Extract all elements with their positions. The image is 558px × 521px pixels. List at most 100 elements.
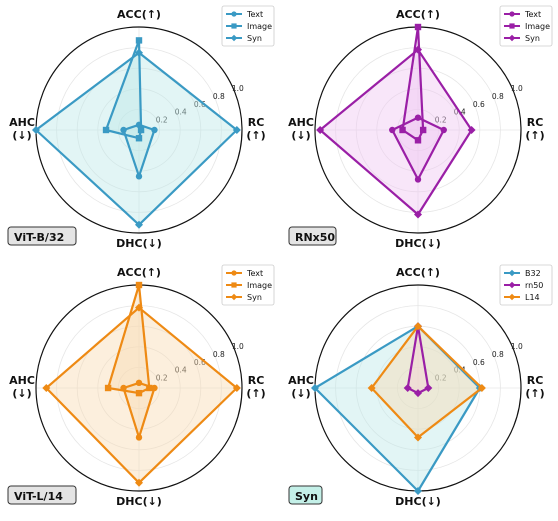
radial-tick-label: 0.6: [473, 358, 485, 367]
radial-tick-label: 1.0: [232, 342, 244, 351]
data-point-text: [135, 173, 143, 180]
radial-tick-label: 0.8: [213, 350, 225, 359]
axis-label-rc-direction: (↑): [525, 129, 544, 142]
series-area-image: [106, 40, 142, 139]
data-point-image: [135, 135, 143, 142]
data-point-text: [440, 126, 447, 134]
data-point-image: [135, 281, 143, 289]
legend-label-image: Image: [525, 22, 550, 31]
legend-marker-text: [509, 11, 515, 17]
data-point-image: [137, 126, 145, 134]
panel-badge: [7, 485, 77, 505]
panel-badge: [288, 485, 323, 505]
series-area-b32: [315, 326, 480, 491]
data-point-text: [414, 176, 422, 183]
axis-label-ahc: AHC: [288, 116, 314, 129]
axis-label-acc: ACC(↑): [117, 8, 161, 21]
data-point-image: [414, 137, 422, 144]
series-area-image: [108, 285, 150, 394]
data-point-image: [414, 23, 422, 31]
legend-label-text: Text: [246, 10, 263, 19]
legend-marker-text: [231, 270, 237, 276]
legend-marker-l14: [508, 293, 516, 301]
legend-label-text: Text: [524, 10, 541, 19]
radial-tick-label: 0.4: [175, 366, 187, 375]
data-point-image: [135, 37, 143, 44]
legend-marker-syn: [230, 293, 238, 301]
legend: Text Image Syn: [221, 5, 275, 47]
legend-label-syn: Syn: [247, 293, 262, 302]
data-point-image: [135, 389, 143, 397]
axis-label-acc: ACC(↑): [396, 266, 440, 279]
data-point-syn: [316, 126, 325, 134]
axis-label-rc: RC: [527, 116, 544, 129]
legend-label-rn50: rn50: [525, 281, 543, 290]
panel-badge: [288, 226, 337, 246]
legend-label-syn: Syn: [247, 34, 262, 43]
legend: Text Image Syn: [499, 5, 553, 47]
legend: B32 rn50 L14: [499, 264, 553, 306]
data-point-text: [135, 379, 143, 387]
legend-label-image: Image: [247, 22, 272, 31]
legend-marker-syn: [230, 34, 238, 42]
radial-tick-label: 1.0: [511, 342, 523, 351]
data-point-image: [102, 126, 110, 134]
axis-label-rc-direction: (↑): [246, 129, 265, 142]
axis-label-acc: ACC(↑): [396, 8, 440, 21]
legend-marker-text: [231, 11, 237, 17]
axis-label-ahc-direction: (↓): [12, 129, 31, 142]
radar-panel-3: 0.2 0.4 0.6 0.8 1.0 ACC(↑) RC(↑) DHC(↓) AHC(↓) Te…: [7, 264, 275, 508]
data-point-syn: [232, 126, 241, 134]
data-point-text: [389, 126, 396, 134]
axis-label-dhc: DHC(↓): [116, 495, 162, 508]
legend-marker-image: [231, 282, 237, 288]
data-point-syn: [135, 478, 143, 487]
data-point-l14: [414, 433, 422, 442]
legend-label-l14: L14: [525, 293, 540, 302]
data-point-rn50: [403, 384, 412, 392]
radial-tick-label: 0.4: [175, 108, 187, 117]
radial-tick-label: 0.2: [435, 116, 447, 125]
data-point-syn: [135, 220, 143, 229]
data-point-rn50: [414, 389, 422, 398]
data-point-image: [104, 384, 112, 392]
panel-badge-label: RNx50: [295, 231, 335, 244]
axis-label-dhc: DHC(↓): [395, 237, 441, 250]
radial-tick-label: 0.8: [492, 350, 504, 359]
radar-panel-2: 0.20.40.60.81.0ACC(↑)RC(↑)DHC(↓)AHC(↓)Te…: [288, 5, 553, 250]
legend-label-image: Image: [247, 281, 272, 290]
radial-tick-label: 1.0: [511, 84, 523, 93]
axis-label-ahc-direction: (↓): [12, 387, 31, 400]
radial-tick-label: 0.4: [454, 366, 466, 375]
axis-label-acc: ACC(↑): [117, 266, 161, 279]
data-point-text: [120, 126, 127, 134]
data-point-l14: [477, 384, 486, 392]
axis-label-dhc: DHC(↓): [116, 237, 162, 250]
legend-label-syn: Syn: [525, 34, 540, 43]
legend-label-b32: B32: [525, 269, 541, 278]
data-point-image: [419, 126, 427, 134]
axis-label-ahc-direction: (↓): [291, 129, 310, 142]
data-point-syn: [414, 45, 422, 54]
data-point-syn: [135, 303, 143, 312]
panel-badge-label: Syn: [295, 490, 318, 503]
radial-tick-label: 0.2: [435, 374, 447, 383]
data-point-l14: [367, 384, 376, 392]
radar-panel-4: 0.2 0.4 0.6 0.8 1.0 ACC(↑) RC(↑) DHC(↓) AHC(↓) B3…: [288, 264, 553, 508]
data-point-image: [146, 384, 153, 392]
radar-panel-1: 0.2 0.4 0.6 0.8 1.0 ACC(↑) RC(↑) DHC(↓) AHC(↓) Te…: [7, 5, 275, 250]
data-point-rn50: [424, 384, 433, 392]
radial-tick-label: 0.8: [492, 92, 504, 101]
series-area-syn: [320, 49, 472, 215]
radial-tick-label: 0.6: [473, 100, 485, 109]
data-point-text: [135, 434, 143, 441]
legend-marker-image: [509, 23, 515, 29]
axis-label-rc: RC: [248, 116, 265, 129]
series-area-text: [123, 382, 155, 438]
radial-tick-label: 0.2: [156, 374, 168, 383]
radial-tick-label: 0.6: [194, 358, 206, 367]
legend: Text Image Syn: [221, 264, 275, 306]
data-point-syn: [32, 126, 40, 134]
axis-label-rc-direction: (↑): [525, 387, 544, 400]
